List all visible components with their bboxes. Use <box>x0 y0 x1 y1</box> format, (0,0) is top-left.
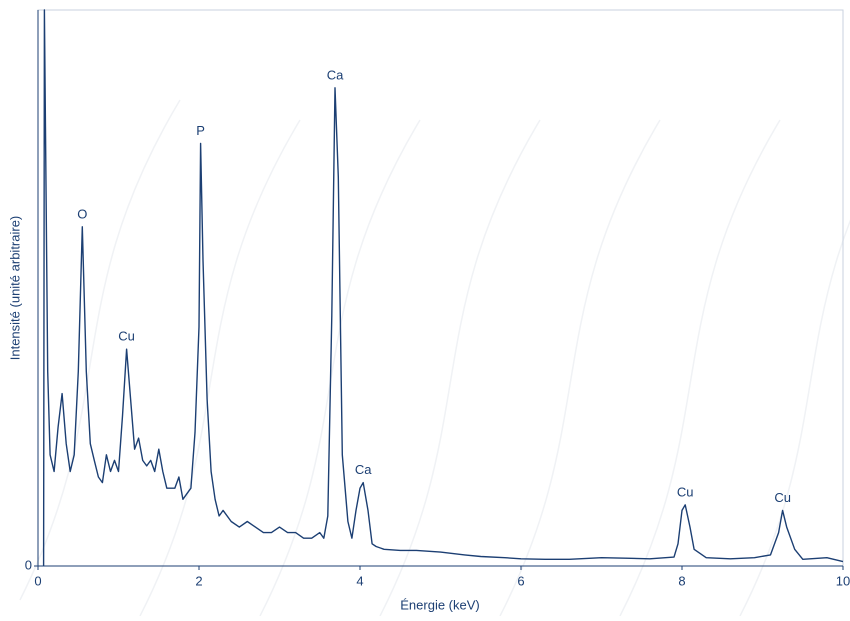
y-axis-title: Intensité (unité arbitraire) <box>7 216 22 361</box>
x-tick-label: 6 <box>517 573 524 588</box>
peak-label: Cu <box>774 490 791 505</box>
peak-label: Cu <box>677 484 694 499</box>
spectrum-line <box>42 9 844 567</box>
y-tick-label: 0 <box>25 557 32 572</box>
plot-frame <box>37 9 844 567</box>
peak-label: Ca <box>355 462 372 477</box>
x-tick-label: 4 <box>356 573 363 588</box>
x-tick-label: 8 <box>678 573 685 588</box>
background-pattern <box>19 99 850 617</box>
peak-label: Cu <box>118 329 135 344</box>
peak-label: O <box>77 206 87 221</box>
x-tick-label: 0 <box>34 573 41 588</box>
peak-label: P <box>196 123 205 138</box>
x-tick-label: 2 <box>195 573 202 588</box>
x-tick-label: 10 <box>836 573 850 588</box>
x-axis-title: Énergie (keV) <box>400 597 479 612</box>
peak-label: Ca <box>327 67 344 82</box>
